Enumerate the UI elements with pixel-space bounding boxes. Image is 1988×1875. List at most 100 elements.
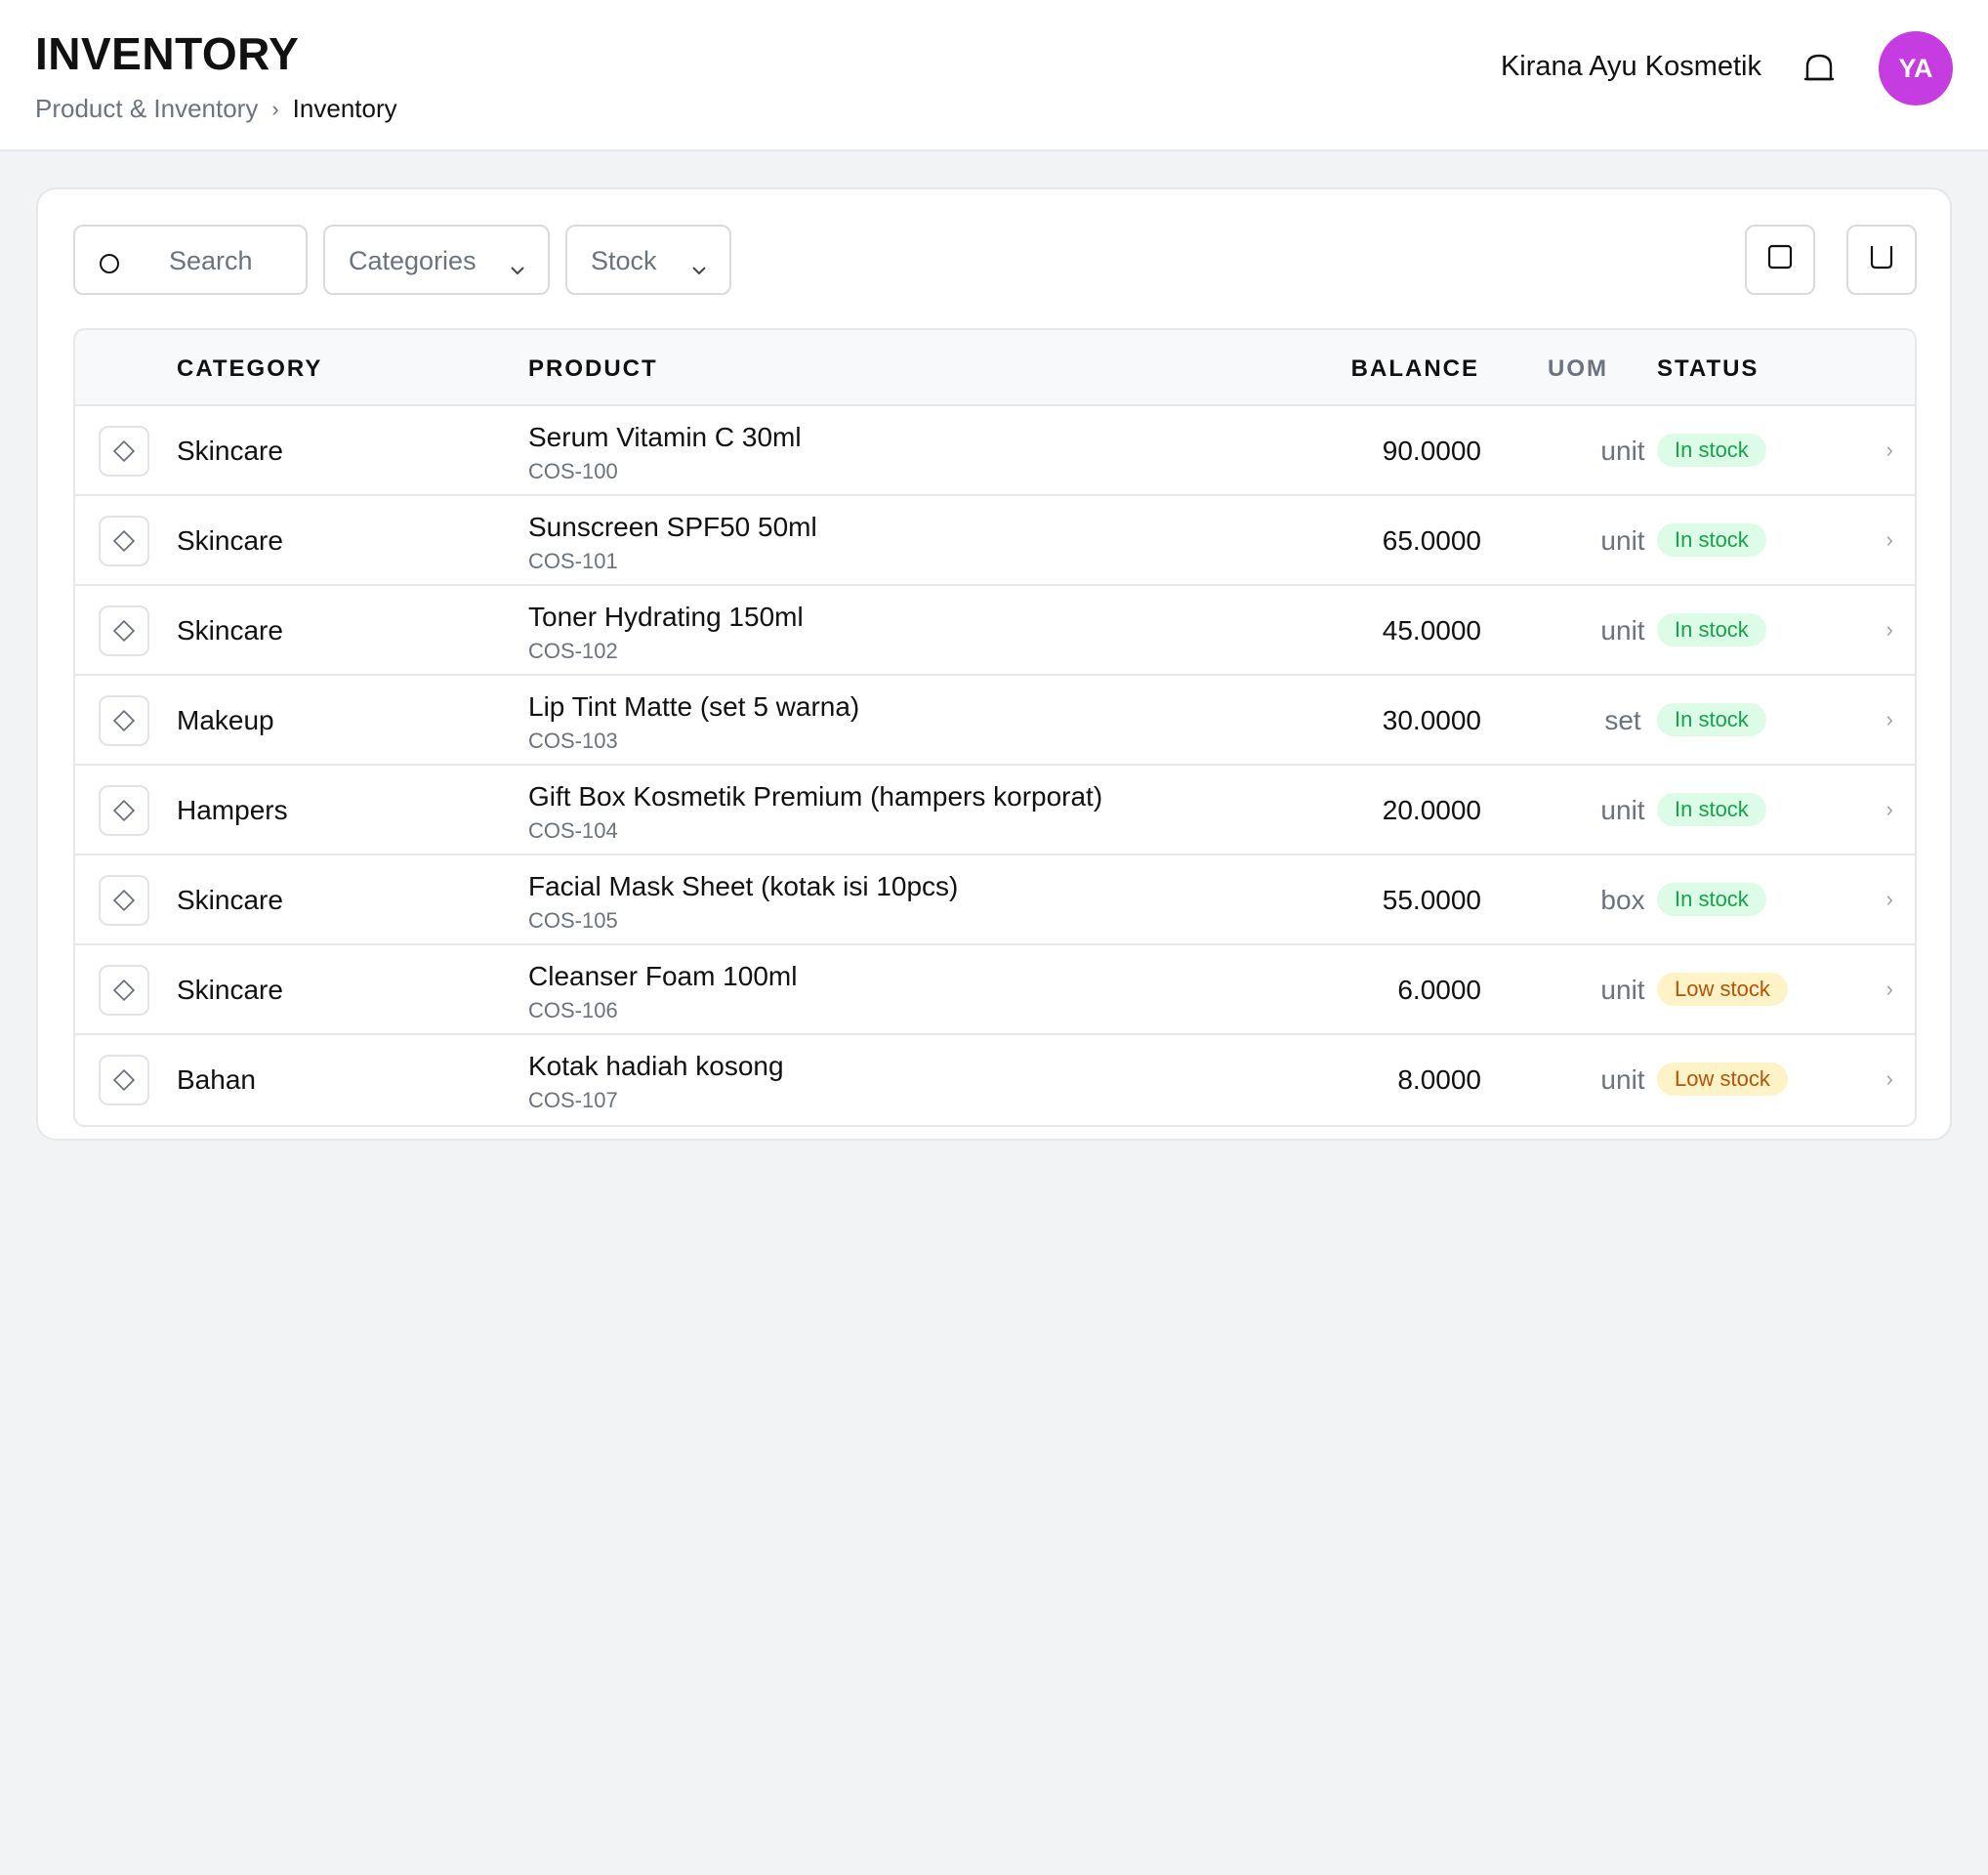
breadcrumb: Product & Inventory › Inventory — [35, 94, 397, 124]
tag-icon — [99, 875, 149, 926]
row-balance: 20.0000 — [1382, 795, 1481, 825]
chevron-right-icon[interactable]: › — [1885, 1066, 1893, 1091]
tag-icon — [99, 516, 149, 566]
row-uom: unit — [1600, 615, 1645, 646]
row-category: Skincare — [177, 525, 283, 556]
status-badge: In stock — [1657, 793, 1766, 826]
tag-icon — [99, 695, 149, 746]
row-balance: 65.0000 — [1382, 525, 1481, 556]
breadcrumb-separator: › — [271, 96, 279, 121]
row-category: Skincare — [177, 436, 283, 466]
chevron-down-icon — [509, 254, 526, 275]
table-row[interactable]: Skincare Sunscreen SPF50 50ml COS-101 65… — [75, 496, 1915, 586]
chevron-right-icon[interactable]: › — [1885, 797, 1893, 821]
table-row[interactable]: Skincare Serum Vitamin C 30ml COS-100 90… — [75, 406, 1915, 496]
search-placeholder: Search — [169, 246, 253, 275]
chevron-right-icon[interactable]: › — [1885, 617, 1893, 642]
column-header-uom[interactable]: UOM — [1548, 355, 1608, 382]
inventory-table: CATEGORY PRODUCT BALANCE UOM STATUS Skin… — [73, 328, 1917, 1127]
row-balance: 8.0000 — [1397, 1064, 1481, 1095]
row-product-name: Kotak hadiah kosong — [528, 1051, 784, 1081]
row-product-name: Lip Tint Matte (set 5 warna) — [528, 691, 860, 722]
inventory-card: Search Categories Stock CATEGORY PRODUCT… — [36, 188, 1952, 1141]
table-row[interactable]: Skincare Toner Hydrating 150ml COS-102 4… — [75, 586, 1915, 676]
table-row[interactable]: Makeup Lip Tint Matte (set 5 warna) COS-… — [75, 676, 1915, 766]
row-product-name: Toner Hydrating 150ml — [528, 602, 804, 632]
row-product-code: COS-102 — [528, 639, 618, 663]
status-badge: In stock — [1657, 523, 1766, 557]
row-product-code: COS-105 — [528, 908, 618, 933]
row-uom: unit — [1600, 795, 1645, 825]
row-category: Makeup — [177, 705, 274, 735]
row-balance: 30.0000 — [1382, 705, 1481, 735]
column-header-status[interactable]: STATUS — [1657, 355, 1760, 382]
row-category: Skincare — [177, 885, 283, 915]
square-icon — [1767, 244, 1793, 276]
row-balance: 90.0000 — [1382, 436, 1481, 466]
table-row[interactable]: Skincare Cleanser Foam 100ml COS-106 6.0… — [75, 945, 1915, 1035]
row-product-name: Sunscreen SPF50 50ml — [528, 512, 817, 542]
row-category: Hampers — [177, 795, 288, 825]
page-title: INVENTORY — [35, 28, 300, 79]
row-category: Skincare — [177, 615, 283, 646]
chevron-right-icon[interactable]: › — [1885, 707, 1893, 731]
tag-icon — [99, 605, 149, 656]
status-badge: Low stock — [1657, 973, 1788, 1006]
column-header-balance[interactable]: BALANCE — [1350, 355, 1479, 382]
stock-dropdown[interactable]: Stock — [565, 225, 731, 295]
breadcrumb-parent[interactable]: Product & Inventory — [35, 94, 259, 123]
chevron-right-icon[interactable]: › — [1885, 977, 1893, 1001]
row-uom: unit — [1600, 525, 1645, 556]
status-badge: In stock — [1657, 613, 1766, 646]
row-category: Skincare — [177, 975, 283, 1005]
row-product-code: COS-104 — [528, 818, 618, 843]
bell-icon[interactable] — [1802, 51, 1837, 86]
status-badge: Low stock — [1657, 1062, 1788, 1096]
table-row[interactable]: Hampers Gift Box Kosmetik Premium (hampe… — [75, 766, 1915, 855]
view-toggle-button[interactable] — [1745, 225, 1815, 295]
row-uom: unit — [1600, 975, 1645, 1005]
row-uom: unit — [1600, 436, 1645, 466]
breadcrumb-current: Inventory — [292, 94, 397, 123]
stock-label: Stock — [591, 246, 657, 275]
tag-icon — [99, 965, 149, 1016]
categories-dropdown[interactable]: Categories — [323, 225, 550, 295]
chevron-right-icon[interactable]: › — [1885, 527, 1893, 552]
column-header-product[interactable]: PRODUCT — [528, 355, 658, 382]
chevron-right-icon[interactable]: › — [1885, 887, 1893, 911]
row-uom: unit — [1600, 1064, 1645, 1095]
row-balance: 55.0000 — [1382, 885, 1481, 915]
row-uom: box — [1600, 885, 1645, 915]
row-product-name: Gift Box Kosmetik Premium (hampers korpo… — [528, 781, 1103, 812]
organization-name[interactable]: Kirana Ayu Kosmetik — [1500, 51, 1761, 82]
chevron-down-icon — [690, 254, 708, 275]
column-header-category[interactable]: CATEGORY — [177, 355, 323, 382]
search-input[interactable]: Search — [73, 225, 308, 295]
tag-icon — [99, 785, 149, 836]
table-row[interactable]: Skincare Facial Mask Sheet (kotak isi 10… — [75, 855, 1915, 945]
export-button[interactable] — [1846, 225, 1917, 295]
cup-icon — [1869, 244, 1894, 276]
table-row[interactable]: Bahan Kotak hadiah kosong COS-107 8.0000… — [75, 1035, 1915, 1125]
chevron-right-icon[interactable]: › — [1885, 438, 1893, 462]
status-badge: In stock — [1657, 703, 1766, 736]
status-badge: In stock — [1657, 434, 1766, 467]
row-product-code: COS-103 — [528, 729, 618, 753]
tag-icon — [99, 426, 149, 477]
search-icon — [99, 251, 120, 273]
row-product-name: Facial Mask Sheet (kotak isi 10pcs) — [528, 871, 959, 901]
row-balance: 6.0000 — [1397, 975, 1481, 1005]
avatar[interactable]: YA — [1879, 31, 1953, 105]
row-product-name: Serum Vitamin C 30ml — [528, 422, 802, 452]
page-header: INVENTORY Product & Inventory › Inventor… — [0, 0, 1988, 151]
row-product-code: COS-107 — [528, 1088, 618, 1112]
categories-label: Categories — [349, 246, 476, 275]
row-product-code: COS-100 — [528, 459, 618, 483]
row-product-name: Cleanser Foam 100ml — [528, 961, 798, 991]
row-category: Bahan — [177, 1064, 256, 1095]
table-header: CATEGORY PRODUCT BALANCE UOM STATUS — [75, 330, 1915, 406]
row-balance: 45.0000 — [1382, 615, 1481, 646]
tag-icon — [99, 1055, 149, 1105]
status-badge: In stock — [1657, 883, 1766, 916]
row-uom: set — [1604, 705, 1641, 735]
